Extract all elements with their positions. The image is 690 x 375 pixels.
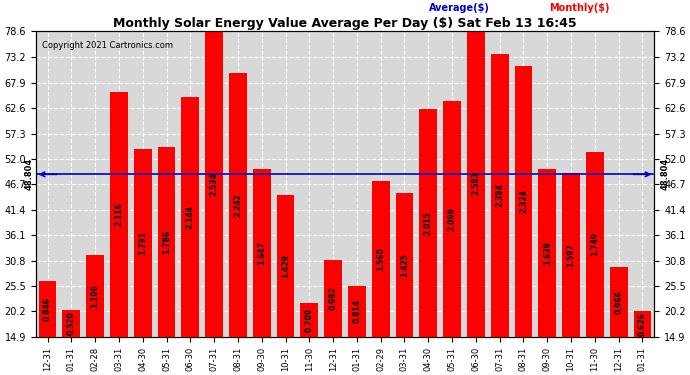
Text: 1.639: 1.639 <box>543 241 552 265</box>
Text: 0.814: 0.814 <box>353 300 362 324</box>
Text: 48.804: 48.804 <box>660 158 669 190</box>
Bar <box>395 193 413 337</box>
Text: 1.106: 1.106 <box>90 284 99 308</box>
Bar <box>134 149 152 337</box>
Bar <box>62 310 80 337</box>
Bar <box>324 260 342 337</box>
Bar <box>420 109 437 337</box>
Title: Monthly Solar Energy Value Average Per Day ($) Sat Feb 13 16:45: Monthly Solar Energy Value Average Per D… <box>113 17 577 30</box>
Text: 1.425: 1.425 <box>400 253 409 277</box>
Text: 0.846: 0.846 <box>43 297 52 321</box>
Bar <box>491 54 509 337</box>
Text: 2.583: 2.583 <box>471 171 480 195</box>
Bar <box>372 181 390 337</box>
Bar <box>86 255 104 337</box>
Bar <box>110 92 128 337</box>
Bar <box>277 195 295 337</box>
Text: 1.791: 1.791 <box>138 231 147 255</box>
Text: 0.966: 0.966 <box>614 290 623 314</box>
Bar <box>205 32 223 337</box>
Text: Monthly($): Monthly($) <box>549 3 610 13</box>
Text: 1.560: 1.560 <box>376 247 385 271</box>
Bar <box>538 169 556 337</box>
Bar <box>157 147 175 337</box>
Bar <box>467 30 485 337</box>
Text: 48.804: 48.804 <box>24 158 33 190</box>
Text: 1.597: 1.597 <box>566 243 575 267</box>
Bar <box>348 286 366 337</box>
Text: 1.647: 1.647 <box>257 241 266 265</box>
Text: Copyright 2021 Cartronics.com: Copyright 2021 Cartronics.com <box>42 40 172 50</box>
Text: 2.144: 2.144 <box>186 205 195 229</box>
Text: 2.242: 2.242 <box>233 193 242 217</box>
Bar <box>562 173 580 337</box>
Text: 0.709: 0.709 <box>305 308 314 332</box>
Text: 2.324: 2.324 <box>519 189 528 213</box>
Bar <box>253 169 270 337</box>
Text: 2.099: 2.099 <box>448 207 457 231</box>
Bar <box>443 102 461 337</box>
Text: 1.749: 1.749 <box>591 232 600 256</box>
Bar <box>300 303 318 337</box>
Text: 0.992: 0.992 <box>328 286 337 310</box>
Text: 2.394: 2.394 <box>495 183 504 207</box>
Bar <box>586 152 604 337</box>
Text: 1.786: 1.786 <box>162 230 171 254</box>
Bar <box>39 281 57 337</box>
Bar <box>610 267 628 337</box>
Text: 2.116: 2.116 <box>115 202 124 226</box>
Bar <box>229 73 247 337</box>
Text: 0.626: 0.626 <box>638 312 647 336</box>
Text: 2.015: 2.015 <box>424 211 433 235</box>
Bar <box>181 97 199 337</box>
Bar <box>633 312 651 337</box>
Text: 0.520: 0.520 <box>67 312 76 335</box>
Text: 1.429: 1.429 <box>281 254 290 278</box>
Bar <box>515 66 533 337</box>
Text: Average($): Average($) <box>428 3 489 13</box>
Text: 2.534: 2.534 <box>210 172 219 196</box>
